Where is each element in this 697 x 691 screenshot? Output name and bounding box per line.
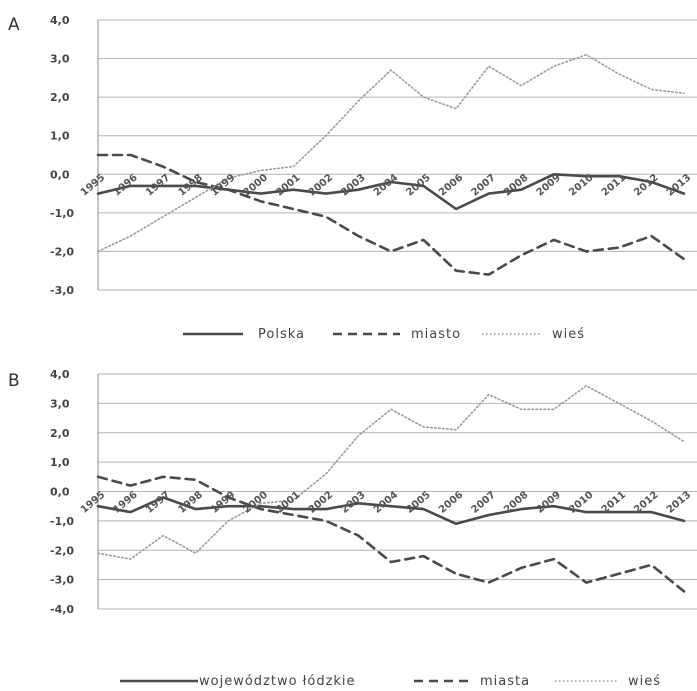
y-tick-label: -2,0 [50, 544, 74, 557]
series-line-dashed [96, 475, 686, 593]
x-tick-label: 2002 [307, 172, 335, 198]
y-tick-label: 3,0 [50, 53, 70, 66]
x-tick-label: 2000 [242, 172, 270, 198]
x-tick-label: 2001 [274, 489, 302, 515]
x-tick-label: 2005 [404, 172, 432, 198]
y-tick-label: -3,0 [50, 284, 74, 297]
x-tick-label: 1995 [79, 172, 107, 198]
x-tick-label: 2001 [274, 172, 302, 198]
series-line-dashed [96, 153, 686, 276]
series-line-dotted [97, 385, 685, 560]
series-line-solid [96, 496, 686, 526]
legend-label: Polska [258, 327, 305, 342]
y-tick-label: 1,0 [50, 130, 70, 143]
panel-a-label: A [8, 15, 20, 35]
legend-label: wieś [552, 327, 585, 342]
x-tick-label: 1999 [209, 172, 237, 198]
legend-label: miasta [480, 674, 530, 689]
x-tick-label: 2012 [632, 172, 660, 198]
y-tick-label: -1,0 [50, 515, 74, 528]
x-tick-label: 2002 [307, 489, 335, 515]
x-tick-label: 2004 [372, 489, 400, 515]
x-tick-label: 2008 [502, 172, 530, 198]
panel-b-label: B [8, 371, 20, 391]
legend-label: województwo łódzkie [199, 674, 356, 689]
x-tick-label: 2013 [665, 172, 693, 198]
y-tick-label: 4,0 [50, 368, 70, 381]
x-tick-label: 1995 [79, 489, 107, 515]
x-tick-label: 2008 [502, 489, 530, 515]
x-tick-label: 1999 [209, 489, 237, 515]
y-tick-label: -2,0 [50, 245, 74, 258]
x-tick-label: 2013 [665, 489, 693, 515]
panel-b: B 4,0 3,0 2,0 1,0 0,0 -1,0 -2,0 -3,0 -4,0 1995 199… [8, 368, 697, 689]
x-tick-label: 2006 [437, 172, 465, 198]
y-tick-label: 4,0 [50, 14, 70, 27]
y-tick-label: -4,0 [50, 603, 74, 616]
legend-label: wieś [628, 674, 661, 689]
x-tick-label: 1998 [177, 489, 205, 515]
x-tick-label: 1997 [144, 489, 172, 515]
x-tick-label: 2006 [437, 489, 465, 515]
series-line-solid [96, 173, 686, 211]
x-tick-label: 2009 [535, 489, 563, 515]
x-tick-label: 2007 [470, 489, 498, 515]
y-tick-label: -1,0 [50, 207, 74, 220]
y-tick-label: -3,0 [50, 574, 74, 587]
y-tick-label: 0,0 [50, 486, 70, 499]
y-tick-label: 0,0 [50, 168, 70, 181]
y-tick-label: 2,0 [50, 91, 70, 104]
x-tick-label: 2003 [339, 172, 367, 198]
legend-label: miasto [411, 327, 461, 342]
y-tick-label: 3,0 [50, 397, 70, 410]
y-tick-label: 1,0 [50, 456, 70, 469]
y-tick-label: 2,0 [50, 427, 70, 440]
x-tick-label: 2004 [372, 172, 400, 198]
series-line-dotted [97, 53, 685, 253]
